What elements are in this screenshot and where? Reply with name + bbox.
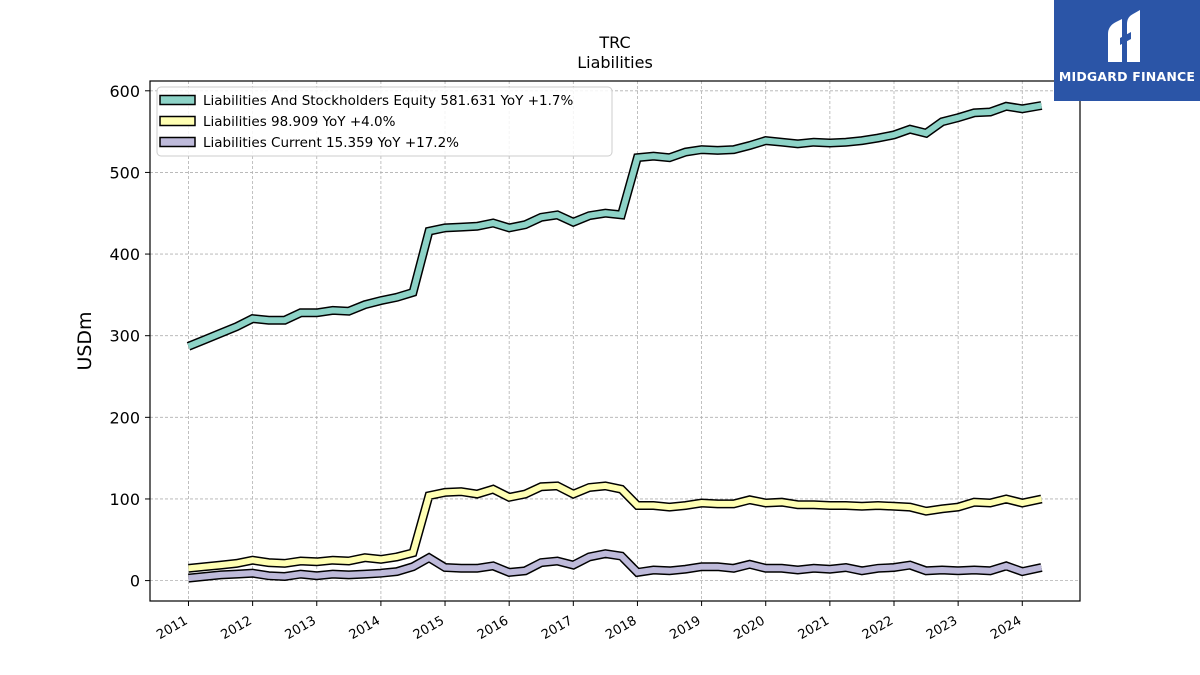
y-tick-label: 500 [109, 163, 140, 182]
y-tick-label: 300 [109, 327, 140, 346]
legend-box [156, 86, 613, 157]
x-tick-label: 2021 [796, 613, 832, 643]
y-tick-label: 200 [109, 408, 140, 427]
legend-entry: Liabilities Current 15.359 YoY +17.2% [203, 135, 459, 151]
x-tick-label: 2020 [732, 613, 768, 643]
x-tick-label: 2018 [603, 613, 639, 643]
y-tick-label: 0 [130, 572, 140, 591]
plot-frame [149, 80, 1081, 602]
chart-title: TRC [598, 33, 630, 52]
x-tick-label: 2019 [667, 613, 703, 643]
series-line-0 [187, 102, 1043, 350]
legend-entry: Liabilities And Stockholders Equity 581.… [203, 93, 573, 109]
legend-swatch [159, 94, 196, 106]
x-tick-label: 2016 [475, 613, 511, 643]
x-tick-label: 2022 [860, 613, 896, 643]
x-tick-label: 2024 [988, 613, 1024, 643]
x-tick-label: 2012 [218, 613, 254, 643]
x-tick-label: 2017 [539, 613, 575, 643]
x-tick-label: 2014 [347, 613, 383, 643]
legend-swatch [159, 136, 196, 148]
y-axis-ticks: 0 100 200 300 400 500 600 [109, 82, 150, 591]
x-tick-label: 2015 [411, 613, 447, 643]
grid [150, 81, 1080, 601]
x-tick-label: 2013 [283, 613, 319, 643]
y-axis-label: USDm [74, 311, 96, 370]
y-tick-label: 400 [109, 245, 140, 264]
chart-subtitle: Liabilities [577, 53, 653, 72]
legend-swatch [159, 115, 196, 127]
series-line-2 [188, 550, 1043, 582]
legend-entry: Liabilities 98.909 YoY +4.0% [203, 114, 396, 130]
series-lines [186, 101, 1043, 583]
x-tick-label: 2011 [154, 613, 190, 643]
x-axis-ticks: 2011 2012 2013 2014 2015 2016 2017 2018 2019 2020… [154, 601, 1024, 643]
brand-name: MIDGARD FINANCE [1058, 69, 1196, 84]
y-tick-label: 600 [109, 82, 140, 101]
brand-logo: MIDGARD FINANCE [1054, 0, 1200, 101]
x-tick-label: 2023 [924, 613, 960, 643]
brand-mark-icon [1108, 10, 1140, 62]
legend: Liabilities And Stockholders Equity 581.… [156, 86, 613, 157]
y-tick-label: 100 [109, 490, 140, 509]
series-line-1 [188, 482, 1043, 572]
